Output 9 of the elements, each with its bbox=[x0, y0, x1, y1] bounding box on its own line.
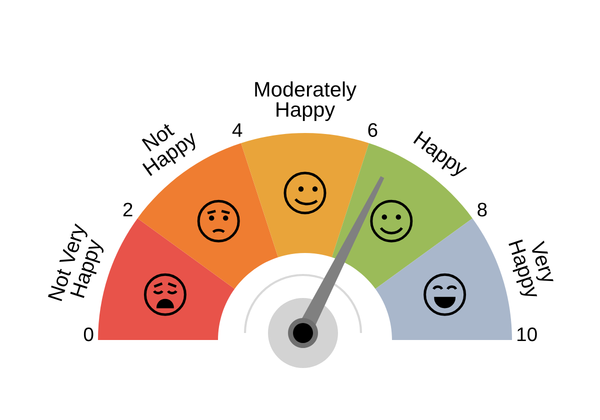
slice-label: Moderately Happy bbox=[255, 81, 356, 121]
text: 2 bbox=[123, 202, 132, 216]
text: 4 bbox=[232, 123, 242, 137]
text: 6 bbox=[368, 123, 378, 137]
text: 0 bbox=[84, 327, 94, 342]
slice-label: Very Happy bbox=[504, 240, 557, 301]
text: 10 bbox=[517, 327, 537, 342]
slice-label: Not Very Happy bbox=[48, 222, 106, 302]
text: 8 bbox=[478, 202, 487, 216]
